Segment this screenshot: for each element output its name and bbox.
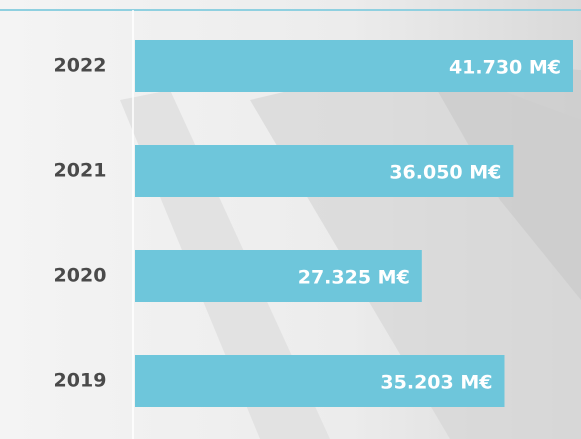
category-label: 2020 xyxy=(54,265,107,287)
category-label: 2022 xyxy=(54,55,107,77)
bar xyxy=(135,40,573,92)
category-label: 2021 xyxy=(54,160,107,182)
value-label: 35.203 M€ xyxy=(380,372,492,394)
value-label: 41.730 M€ xyxy=(449,57,561,79)
bar xyxy=(135,145,514,197)
value-label: 36.050 M€ xyxy=(389,162,501,184)
bar xyxy=(135,250,422,302)
value-label: 27.325 M€ xyxy=(298,267,410,289)
category-label: 2019 xyxy=(54,370,107,392)
bar xyxy=(135,355,505,407)
